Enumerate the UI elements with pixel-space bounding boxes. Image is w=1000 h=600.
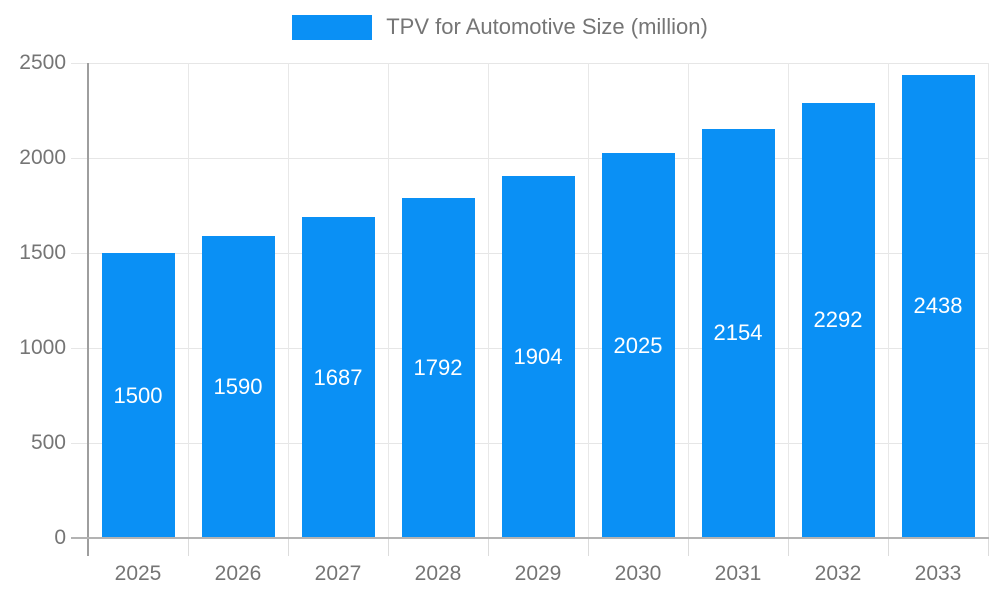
y-tick-label: 2000 [19, 146, 66, 169]
bar-value-label: 1904 [513, 344, 563, 370]
x-gridline [187, 63, 189, 538]
x-gridline [487, 63, 489, 538]
y-axis-line [87, 63, 89, 556]
bar: 2154 [701, 128, 775, 538]
bar: 2292 [801, 102, 875, 538]
x-tick-label: 2033 [914, 562, 962, 585]
legend-swatch [292, 14, 373, 40]
y-gridline [71, 157, 988, 159]
bar-value-label: 1687 [313, 364, 363, 390]
x-tick-label: 2026 [214, 562, 262, 585]
legend-label: TPV for Automotive Size (million) [386, 14, 708, 39]
x-tick-label: 2032 [814, 562, 862, 585]
bar: 2438 [901, 74, 975, 538]
x-gridline [687, 63, 689, 538]
bar-value-label: 2025 [613, 332, 663, 358]
bar: 1904 [501, 176, 575, 538]
x-tick-label: 2031 [714, 562, 762, 585]
x-tick-mark [487, 538, 489, 556]
bar-value-label: 1500 [113, 382, 163, 408]
x-gridline [387, 63, 389, 538]
x-tick-mark [387, 538, 389, 556]
bar: 1687 [301, 217, 375, 538]
x-tick-mark [587, 538, 589, 556]
x-tick-label: 2028 [414, 562, 462, 585]
x-tick-mark [287, 538, 289, 556]
y-tick-label: 500 [30, 431, 66, 454]
x-gridline [887, 63, 889, 538]
x-gridline [587, 63, 589, 538]
bar-value-label: 2154 [713, 320, 763, 346]
x-tick-mark [187, 538, 189, 556]
x-tick-label: 2029 [514, 562, 562, 585]
x-tick-label: 2025 [114, 562, 162, 585]
bar-value-label: 2438 [913, 293, 963, 319]
x-tick-mark [887, 538, 889, 556]
y-tick-label: 2500 [19, 51, 66, 74]
x-gridline [287, 63, 289, 538]
y-gridline [71, 62, 988, 64]
x-tick-mark [987, 538, 989, 556]
x-tick-mark [687, 538, 689, 556]
chart-legend: TPV for Automotive Size (million) [0, 14, 1000, 40]
bar: 1590 [201, 235, 275, 538]
x-axis-line [71, 537, 989, 539]
x-gridline [987, 63, 989, 538]
x-tick-mark [787, 538, 789, 556]
y-tick-label: 0 [54, 526, 66, 549]
x-tick-label: 2027 [314, 562, 362, 585]
x-gridline [787, 63, 789, 538]
bar-value-label: 2292 [813, 307, 863, 333]
bar: 1500 [101, 253, 175, 538]
bar-value-label: 1590 [213, 373, 263, 399]
y-tick-label: 1500 [19, 241, 66, 264]
bar: 2025 [601, 153, 675, 538]
bar-value-label: 1792 [413, 354, 463, 380]
bar: 1792 [401, 197, 475, 538]
plot-area: 0 500 1000 1500 2000 2500 1500 2025 1590 2026 1687… [19, 51, 989, 585]
y-tick-label: 1000 [19, 336, 66, 359]
x-tick-label: 2030 [614, 562, 662, 585]
